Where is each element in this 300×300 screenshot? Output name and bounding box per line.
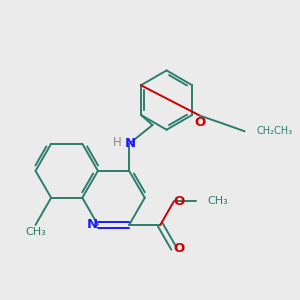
Text: N: N xyxy=(125,137,136,150)
Text: CH₂CH₃: CH₂CH₃ xyxy=(256,126,292,136)
Text: N: N xyxy=(87,218,98,231)
Text: O: O xyxy=(174,242,185,255)
Text: H: H xyxy=(113,136,122,149)
Text: CH₃: CH₃ xyxy=(207,196,228,206)
Text: O: O xyxy=(174,195,185,208)
Text: O: O xyxy=(194,116,206,129)
Text: CH₃: CH₃ xyxy=(25,227,46,237)
